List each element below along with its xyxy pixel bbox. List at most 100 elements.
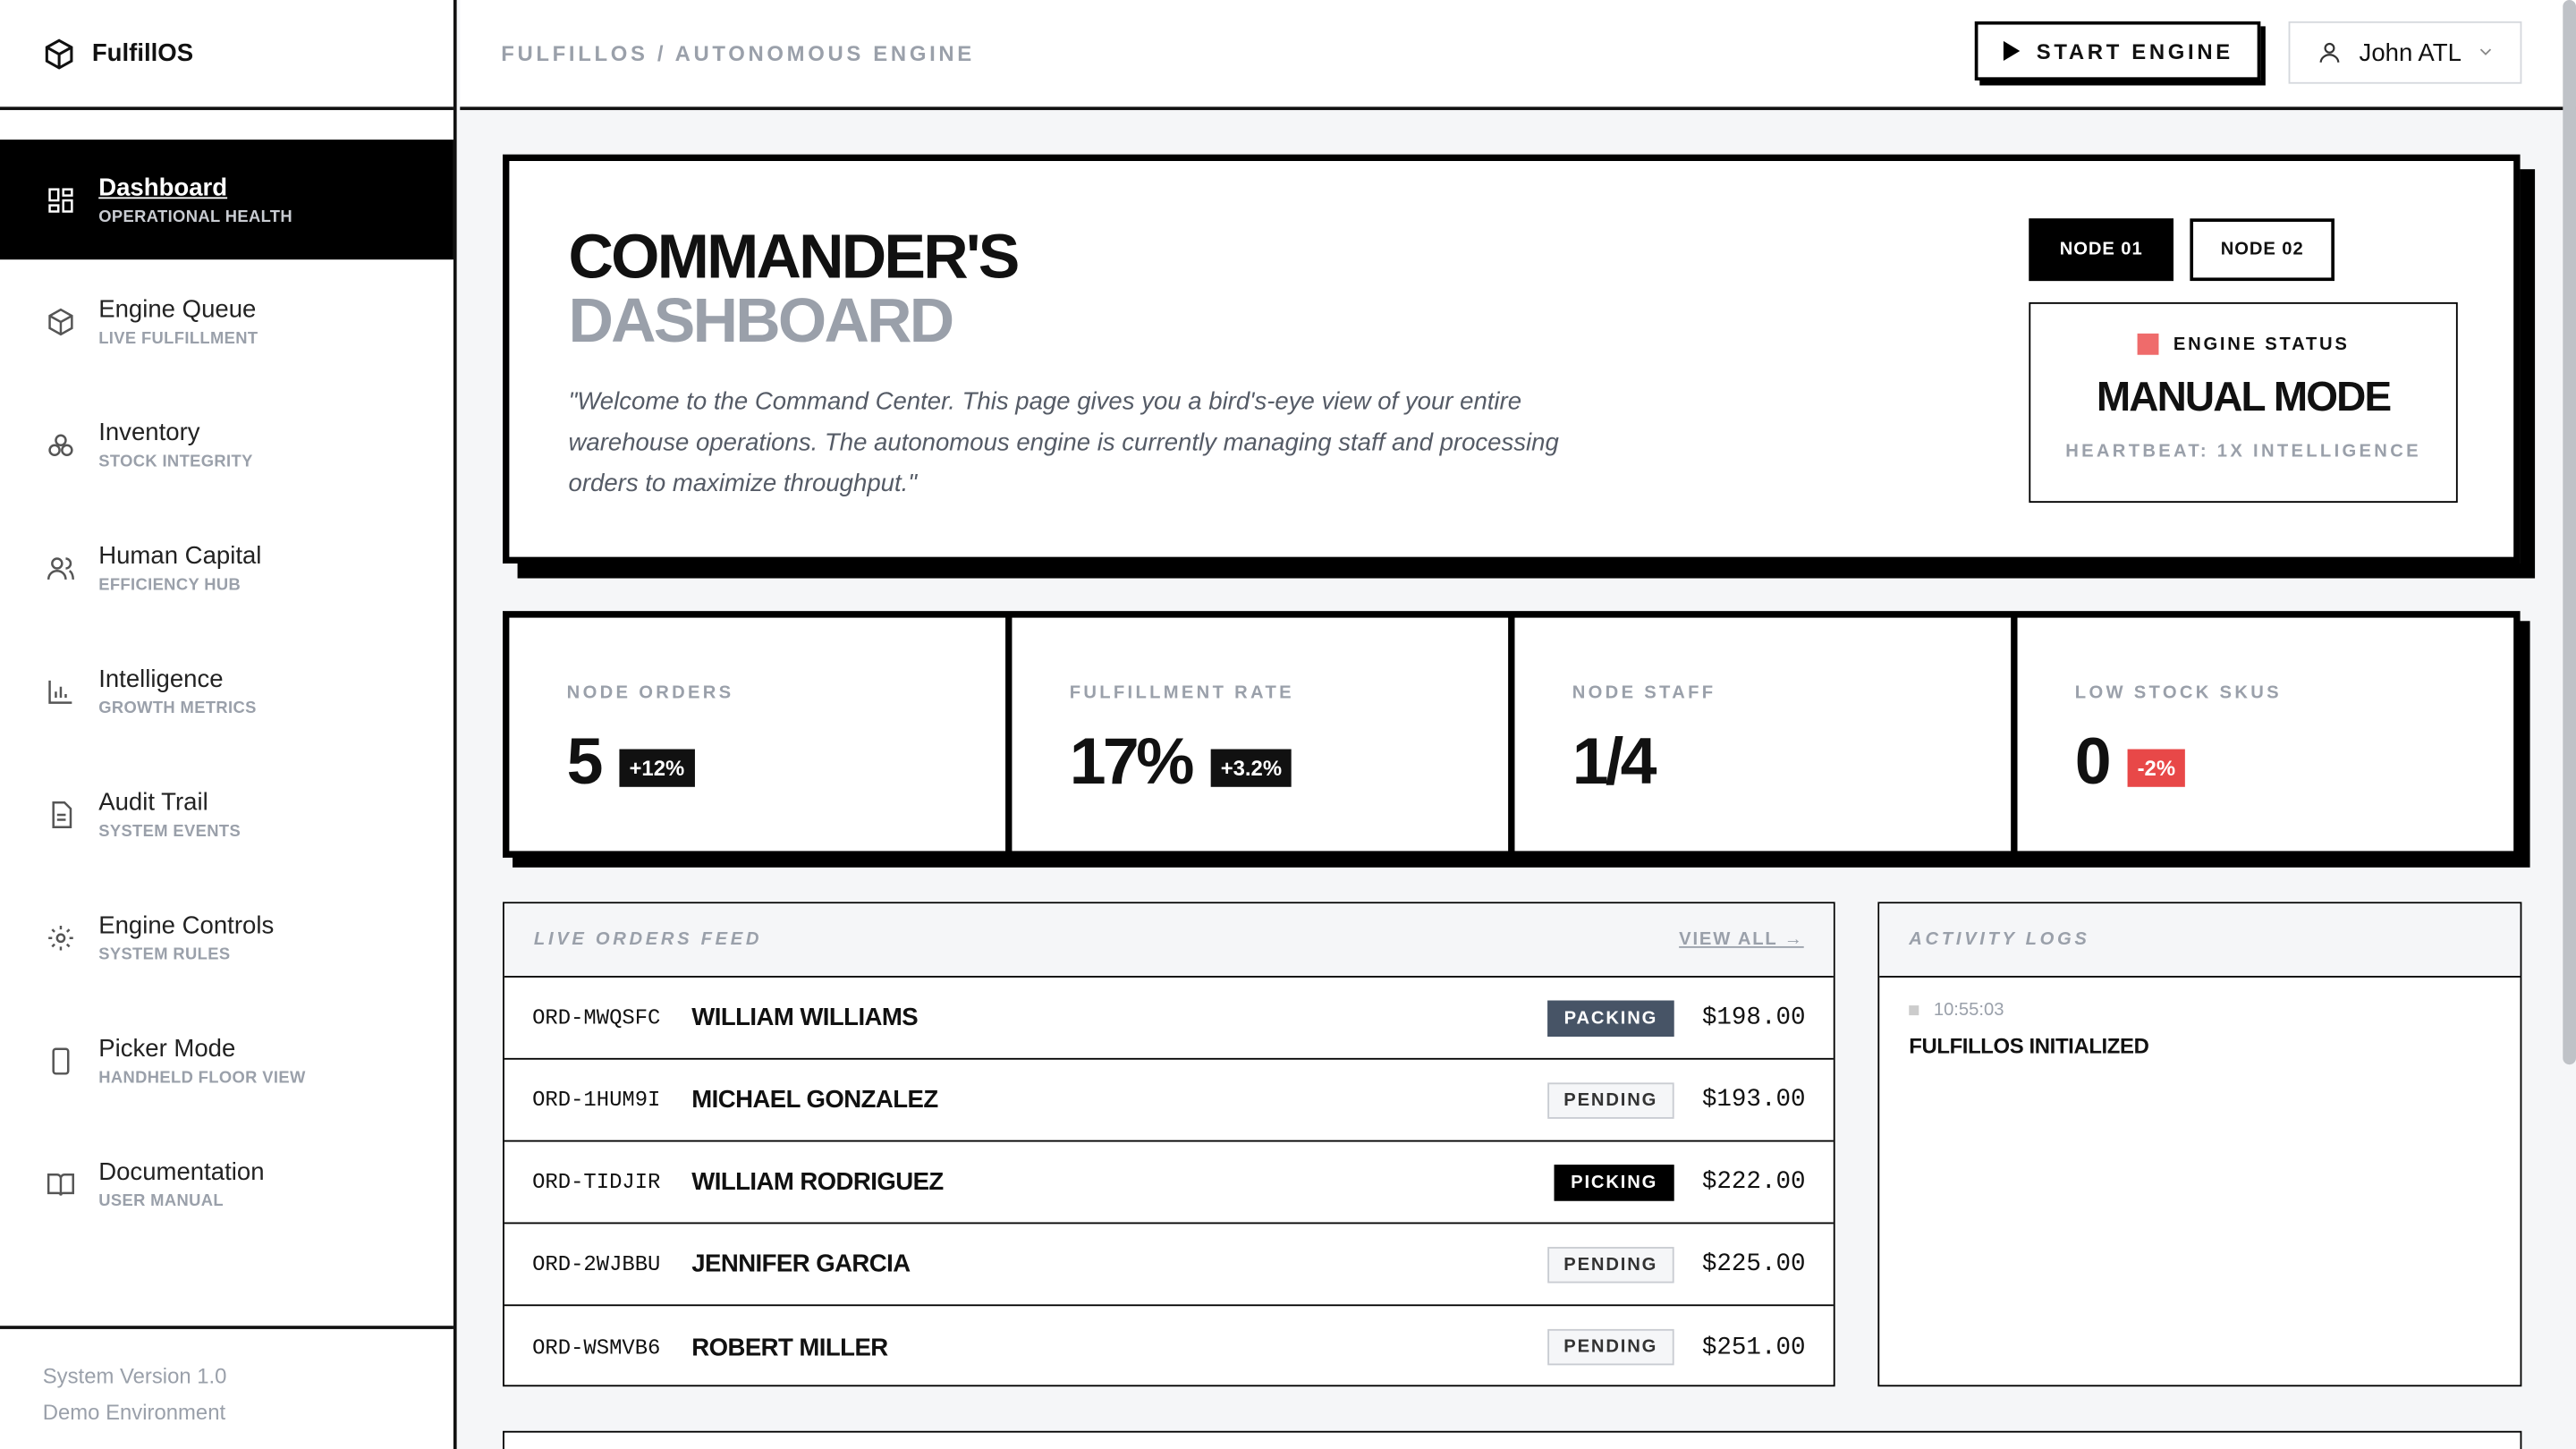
- hero-title: COMMANDER'S DASHBOARD: [568, 223, 1021, 357]
- brand-icon: [45, 38, 73, 69]
- nav-sublabel: LIVE FULFILLMENT: [98, 329, 258, 348]
- order-id: ORD-WSMVB6: [532, 1335, 661, 1360]
- stat-card: FULFILLMENT RATE 17% +3.2%: [1012, 617, 1509, 852]
- nav-label: Audit Trail: [98, 787, 208, 816]
- stat-value: 0: [2074, 725, 2112, 799]
- stat-card: LOW STOCK SKUS 0 -2%: [2017, 617, 2514, 852]
- nav-text: Human Capital EFFICIENCY HUB: [98, 541, 261, 594]
- nav-text: Documentation USER MANUAL: [98, 1157, 264, 1210]
- stat-label: NODE ORDERS: [566, 683, 734, 704]
- nav-item[interactable]: Inventory STOCK INTEGRITY: [0, 383, 453, 506]
- view-all-link[interactable]: VIEW ALL →: [1679, 929, 1804, 950]
- heartbeat: HEARTBEAT: 1X INTELLIGENCE: [2065, 442, 2421, 462]
- nav-sublabel: OPERATIONAL HEALTH: [98, 208, 293, 226]
- order-amount: $225.00: [1701, 1250, 1806, 1278]
- stat-card: NODE STAFF 1/4: [1514, 617, 2012, 852]
- nav-sublabel: SYSTEM EVENTS: [98, 822, 242, 841]
- nav-item[interactable]: Dashboard OPERATIONAL HEALTH: [0, 140, 453, 260]
- node-button[interactable]: NODE 02: [2190, 218, 2334, 282]
- label: ENGINE STATUS: [2173, 334, 2350, 354]
- version: System Version 1.0: [42, 1363, 227, 1389]
- order-id: ORD-1HUM9I: [532, 1087, 661, 1113]
- nav-sublabel: GROWTH METRICS: [98, 699, 257, 717]
- time: 10:55:03: [1933, 1000, 2004, 1021]
- nav-sublabel: USER MANUAL: [98, 1191, 224, 1210]
- status-badge: PACKING: [1547, 999, 1674, 1037]
- status-badge: PENDING: [1546, 1081, 1674, 1118]
- status-badge: PENDING: [1546, 1246, 1674, 1283]
- nav-text: Audit Trail SYSTEM EVENTS: [98, 788, 241, 841]
- stat-value: 17%: [1069, 725, 1195, 799]
- nav-item[interactable]: Audit Trail SYSTEM EVENTS: [0, 752, 453, 876]
- nav-sublabel: EFFICIENCY HUB: [98, 575, 242, 594]
- panel-title: ACTIVITY LOGS: [1909, 929, 2090, 950]
- order-amount: $193.00: [1701, 1086, 1806, 1114]
- stat-delta: +3.2%: [1210, 749, 1292, 787]
- customer-name: ROBERT MILLER: [691, 1333, 888, 1361]
- topbar: FULFILLOS / AUTONOMOUS ENGINE START ENGI…: [460, 0, 2576, 111]
- nav-item[interactable]: Picker Mode HANDHELD FLOOR VIEW: [0, 999, 453, 1123]
- nav-item[interactable]: Human Capital EFFICIENCY HUB: [0, 506, 453, 630]
- nav-label: Inventory: [98, 418, 200, 446]
- nav-label: Engine Controls: [98, 911, 275, 939]
- status-label: ENGINE STATUS: [2030, 333, 2456, 355]
- nav-sublabel: STOCK INTEGRITY: [98, 453, 253, 471]
- nav-label: Picker Mode: [98, 1034, 236, 1063]
- log-list: 10:55:03 FULFILLOS INITIALIZED: [1879, 978, 2520, 1081]
- order-row[interactable]: ORD-WSMVB6 ROBERT MILLER PENDING $251.00: [504, 1306, 1834, 1388]
- order-row[interactable]: ORD-1HUM9I MICHAEL GONZALEZ PENDING $193.00: [504, 1060, 1834, 1142]
- chevron: [2480, 48, 2492, 55]
- nav-label: Documentation: [98, 1157, 265, 1186]
- nav-text: Engine Controls SYSTEM RULES: [98, 911, 274, 963]
- user-icon: [2319, 42, 2340, 63]
- brand[interactable]: FulfillOS: [0, 0, 453, 111]
- scrollbar[interactable]: [2563, 0, 2576, 1065]
- start-engine-button[interactable]: START ENGINE: [1974, 21, 2261, 80]
- nav-label: Dashboard: [98, 173, 228, 201]
- nav-label: Engine Queue: [98, 294, 257, 323]
- nav-item[interactable]: Engine Controls SYSTEM RULES: [0, 876, 453, 999]
- log-message: FULFILLOS INITIALIZED: [1909, 1033, 2149, 1058]
- nav-text: Dashboard OPERATIONAL HEALTH: [98, 174, 292, 226]
- hero: COMMANDER'S DASHBOARD "Welcome to the Co…: [503, 154, 2521, 564]
- nav-item[interactable]: Documentation USER MANUAL: [0, 1122, 453, 1245]
- panel-header: ACTIVITY LOGS: [1879, 903, 2521, 978]
- nav-item[interactable]: Intelligence GROWTH METRICS: [0, 629, 453, 752]
- title-sub: DASHBOARD: [568, 287, 955, 357]
- order-amount: $251.00: [1701, 1333, 1806, 1361]
- nav-item[interactable]: Engine Queue LIVE FULFILLMENT: [0, 259, 453, 383]
- order-list: ORD-MWQSFC WILLIAM WILLIAMS PACKING $198.00…: [504, 978, 1834, 1388]
- nav-sublabel: HANDHELD FLOOR VIEW: [98, 1068, 306, 1087]
- nav-icon: [52, 1046, 70, 1074]
- nav-icon: [48, 307, 73, 335]
- nav-icon: [48, 187, 73, 212]
- stat-delta: +12%: [619, 749, 695, 787]
- brand-name: FulfillOS: [91, 39, 194, 68]
- order-row[interactable]: ORD-MWQSFC WILLIAM WILLIAMS PACKING $198.00: [504, 978, 1834, 1060]
- order-row[interactable]: ORD-TIDJIR WILLIAM RODRIGUEZ PICKING $222.0…: [504, 1142, 1834, 1224]
- nav-icon: [47, 556, 74, 580]
- log-time: 10:55:03: [1909, 1001, 2490, 1021]
- description: "Welcome to the Command Center. This pag…: [568, 387, 1559, 498]
- stat-label: LOW STOCK SKUS: [2074, 683, 2282, 704]
- order-id: ORD-2WJBBU: [532, 1251, 661, 1277]
- node-switch: NODE 01 NODE 02: [2029, 218, 2334, 282]
- order-row[interactable]: ORD-2WJBBU JENNIFER GARCIA PENDING $225.00: [504, 1224, 1834, 1307]
- nav-icon: [48, 679, 72, 703]
- panel-header: LIVE ORDERS FEED VIEW ALL →: [504, 903, 1834, 978]
- status-badge: PENDING: [1546, 1328, 1674, 1366]
- order-id: ORD-TIDJIR: [532, 1169, 661, 1195]
- stat-delta: -2%: [2127, 749, 2186, 787]
- order-amount: $222.00: [1701, 1167, 1806, 1197]
- stat-label: FULFILLMENT RATE: [1069, 683, 1294, 704]
- nav-icon: [47, 1173, 74, 1196]
- node-button[interactable]: NODE 01: [2029, 218, 2174, 282]
- nav-text: Inventory STOCK INTEGRITY: [98, 418, 253, 470]
- order-amount: $198.00: [1701, 1004, 1806, 1032]
- title: COMMANDER'S: [568, 223, 1021, 292]
- user-menu[interactable]: John ATL: [2288, 21, 2522, 84]
- status-indicator: [2137, 333, 2159, 355]
- log-dot: [1909, 1005, 1919, 1016]
